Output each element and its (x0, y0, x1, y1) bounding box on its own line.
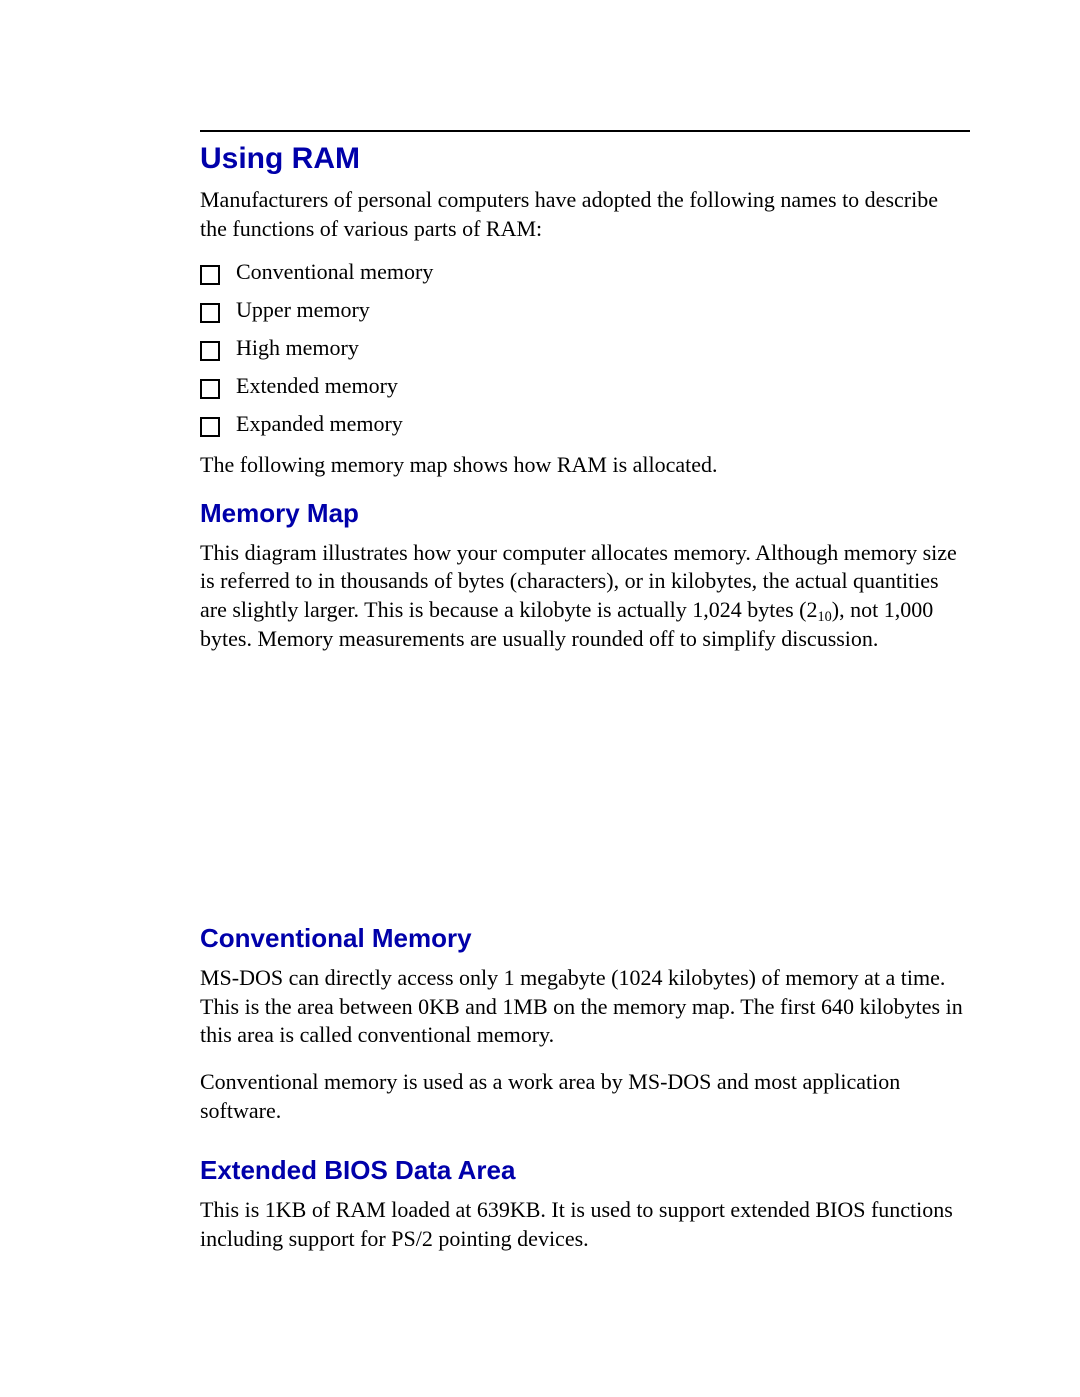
subscript: 10 (818, 609, 832, 625)
list-item-label: Conventional memory (236, 261, 433, 283)
memory-types-list: Conventional memory Upper memory High me… (200, 261, 970, 437)
list-item-label: Expanded memory (236, 413, 403, 435)
section-extended-bios: Extended BIOS Data Area This is 1KB of R… (200, 1155, 970, 1253)
list-item: Conventional memory (200, 261, 970, 285)
checkbox-icon (200, 265, 220, 285)
checkbox-icon (200, 341, 220, 361)
heading-using-ram: Using RAM (200, 142, 970, 176)
extbios-p1: This is 1KB of RAM loaded at 639KB. It i… (200, 1196, 970, 1253)
document-page: Using RAM Manufacturers of personal comp… (0, 0, 1080, 1343)
list-item-label: Upper memory (236, 299, 370, 321)
list-item: Expanded memory (200, 413, 970, 437)
checkbox-icon (200, 379, 220, 399)
checkbox-icon (200, 417, 220, 437)
top-rule (200, 130, 970, 132)
section-memory-map: Memory Map This diagram illustrates how … (200, 498, 970, 653)
after-list-paragraph: The following memory map shows how RAM i… (200, 451, 970, 480)
list-item: Upper memory (200, 299, 970, 323)
heading-memory-map: Memory Map (200, 498, 970, 529)
conventional-p1: MS-DOS can directly access only 1 megaby… (200, 964, 970, 1050)
memory-map-paragraph: This diagram illustrates how your comput… (200, 539, 970, 653)
list-item: High memory (200, 337, 970, 361)
section-conventional-memory: Conventional Memory MS-DOS can directly … (200, 923, 970, 1125)
list-item: Extended memory (200, 375, 970, 399)
conventional-p2: Conventional memory is used as a work ar… (200, 1068, 970, 1125)
heading-extended-bios: Extended BIOS Data Area (200, 1155, 970, 1186)
list-item-label: High memory (236, 337, 359, 359)
diagram-placeholder (200, 683, 970, 923)
checkbox-icon (200, 303, 220, 323)
intro-paragraph: Manufacturers of personal computers have… (200, 186, 970, 243)
list-item-label: Extended memory (236, 375, 398, 397)
heading-conventional-memory: Conventional Memory (200, 923, 970, 954)
